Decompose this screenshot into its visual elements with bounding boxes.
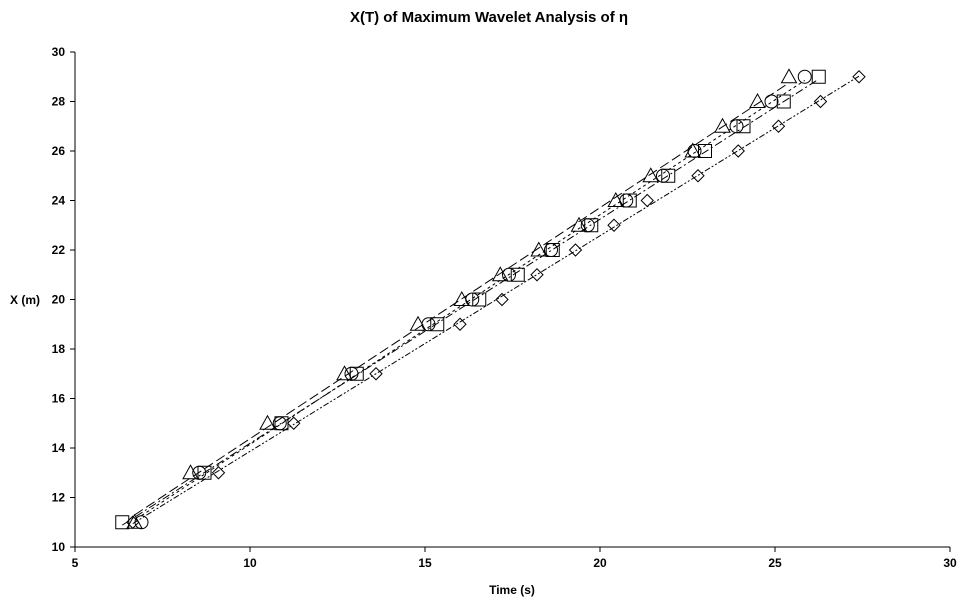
data-point-triangle	[642, 167, 660, 183]
x-tick-label: 10	[243, 556, 257, 570]
data-point-diamond	[211, 466, 226, 480]
data-point-triangle	[491, 266, 509, 282]
data-point-triangle	[714, 117, 731, 133]
data-point-diamond	[530, 268, 544, 282]
data-point-diamond	[813, 94, 828, 109]
series-circle	[134, 69, 812, 530]
data-point-circle	[580, 218, 595, 233]
x-ticks: 5 10 15 20 25 30	[72, 547, 957, 570]
trend-line-triangle	[134, 82, 790, 516]
data-point-diamond	[771, 119, 786, 133]
data-point-diamond	[852, 70, 866, 84]
trend-line-square	[121, 78, 820, 526]
x-tick-label: 5	[72, 556, 79, 570]
data-point-triangle	[336, 365, 353, 381]
data-point-diamond	[287, 416, 301, 430]
x-axis-label: Time (s)	[489, 583, 535, 597]
data-point-circle	[729, 119, 744, 134]
y-tick-label: 30	[52, 45, 66, 59]
y-tick-label: 16	[52, 392, 66, 406]
data-point-square	[622, 193, 637, 208]
chart-title: X(T) of Maximum Wavelet Analysis of η	[350, 9, 628, 26]
x-tick-label: 30	[943, 556, 957, 570]
data-point-triangle	[453, 290, 471, 306]
trend-line-circle	[141, 79, 806, 517]
data-point-triangle	[259, 414, 276, 430]
y-tick-label: 12	[52, 491, 66, 505]
series-square	[115, 69, 826, 530]
data-point-square	[115, 515, 130, 530]
series-diamond	[126, 70, 866, 529]
x-tick-label: 20	[593, 556, 607, 570]
x-tick-label: 25	[768, 556, 782, 570]
data-point-circle	[619, 193, 634, 208]
y-tick-label: 26	[52, 144, 66, 158]
data-point-diamond	[453, 317, 467, 331]
data-point-diamond	[640, 193, 654, 208]
data-point-triangle	[570, 216, 588, 232]
y-tick-label: 10	[52, 540, 66, 554]
plot-area: 5 10 15 20 25 30 10 12 14 16 18 20 22 24 26 28 30	[52, 45, 957, 570]
y-tick-label: 18	[52, 342, 66, 356]
x-tick-label: 15	[418, 556, 432, 570]
y-axis-label: X (m)	[10, 293, 40, 307]
data-point-triangle	[607, 191, 625, 207]
data-point-square	[430, 317, 445, 332]
data-point-circle	[797, 69, 812, 84]
data-point-diamond	[731, 144, 745, 158]
data-point-square	[698, 144, 712, 158]
data-point-square	[472, 292, 487, 307]
data-point-circle	[192, 465, 207, 480]
data-point-diamond	[607, 218, 621, 232]
data-point-square	[661, 168, 676, 183]
data-point-diamond	[495, 292, 509, 307]
data-point-diamond	[126, 515, 140, 529]
y-tick-label: 24	[52, 194, 66, 208]
data-point-triangle	[182, 464, 199, 480]
data-point-triangle	[780, 68, 798, 84]
series-triangle	[126, 68, 798, 529]
data-point-diamond	[369, 367, 383, 381]
data-point-triangle	[409, 315, 427, 331]
data-point-square	[349, 366, 364, 381]
data-point-square	[736, 119, 751, 134]
data-point-diamond	[568, 243, 583, 257]
y-tick-label: 14	[52, 441, 66, 455]
data-point-diamond	[691, 169, 705, 183]
y-ticks: 10 12 14 16 18 20 22 24 26 28 30	[52, 45, 75, 554]
data-point-circle	[272, 416, 287, 431]
data-point-circle	[656, 168, 670, 183]
data-point-circle	[544, 243, 558, 257]
y-tick-label: 28	[52, 95, 66, 109]
y-tick-label: 22	[52, 243, 66, 257]
y-tick-label: 20	[52, 293, 66, 307]
series-group	[115, 68, 866, 530]
data-point-triangle	[749, 92, 766, 108]
data-point-square	[811, 69, 826, 84]
data-point-square	[776, 94, 791, 109]
data-point-triangle	[684, 142, 702, 158]
data-point-triangle	[530, 241, 548, 257]
